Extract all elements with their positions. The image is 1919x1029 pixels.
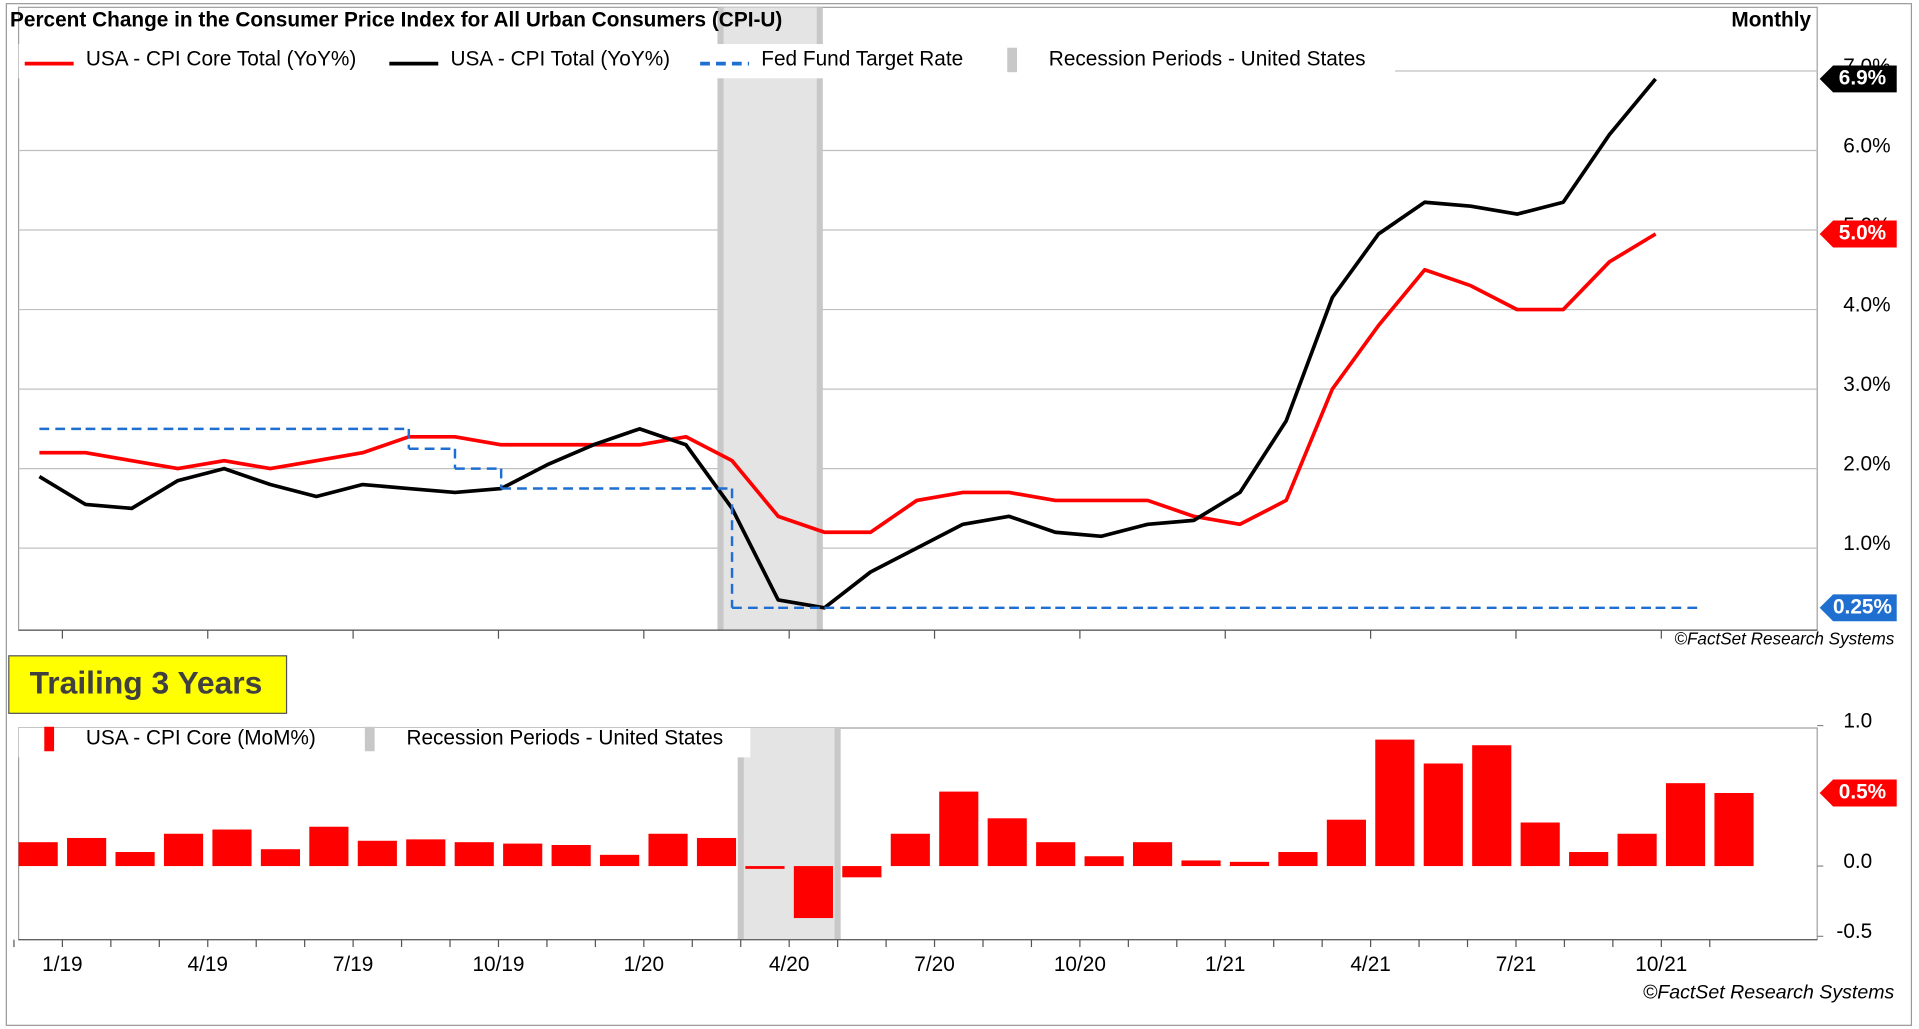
value-tag [1819,779,1897,807]
legend-label: Fed Fund Target Rate [761,47,963,70]
series-line [38,77,1657,610]
bar [842,866,882,878]
x-tick-label: 7/21 [1496,953,1536,976]
recession-band [720,7,820,631]
subtitle: Trailing 3 Years [30,665,263,701]
legend-label: USA - CPI Core (MoM%) [86,727,316,750]
bar [745,866,785,869]
bar [1617,833,1657,867]
x-tick-label: 1/21 [1205,953,1245,976]
bar [1132,842,1173,867]
value-tag-label: 5.0% [1839,222,1886,245]
y-tick-label: 1.0% [1843,532,1890,555]
legend-label: Recession Periods - United States [1049,47,1366,70]
x-tick-label: 1/20 [624,953,664,976]
y-tick-label: 6.0% [1843,134,1890,157]
bar [696,837,737,867]
legend-background [18,728,751,758]
legend-swatch [364,726,375,752]
foreground-layer: 1.0%2.0%3.0%4.0%5.0%6.0%7.0%USA - CPI Co… [13,44,1897,976]
value-tag [1819,220,1897,248]
bar [18,842,58,867]
bar [406,839,446,867]
bar [357,840,397,867]
bar [1278,852,1318,867]
bar [1326,819,1366,867]
value-tag [1819,594,1897,622]
legend-background [18,44,1396,79]
x-tick-label: 4/19 [188,953,228,976]
bar [1569,852,1609,867]
value-tag-label: 0.25% [1833,595,1892,618]
x-tick-label: 7/20 [914,953,954,976]
bar [503,843,543,867]
legend-label: Recession Periods - United States [406,727,723,750]
bar [1181,860,1221,867]
bar [890,833,930,867]
bar [1472,745,1512,867]
bar [1423,763,1463,867]
bar [987,818,1027,867]
subtitle-box [8,655,288,714]
bar [67,837,107,867]
legend-swatch [1007,47,1018,73]
x-tick-label: 1/19 [42,953,82,976]
value-tag-label: 6.9% [1839,66,1886,89]
x-tick-label: 4/21 [1350,953,1390,976]
x-tick-label: 7/19 [333,953,373,976]
value-tag [1819,65,1897,93]
bar [1520,822,1560,867]
frame [5,3,1913,1026]
bar [1036,842,1076,867]
y-tick-label: 1.0 [1843,709,1872,732]
bar [648,833,688,867]
source: ©FactSet Research Systems [1643,982,1895,1004]
y-tick-label: 3.0% [1843,373,1890,396]
bar [551,844,591,867]
bar [1714,793,1754,867]
bar [600,854,640,867]
bar [163,833,204,867]
bar [115,852,155,867]
legend-swatch [44,726,55,752]
bar [309,826,349,867]
chart-title: Percent Change in the Consumer Price Ind… [10,8,782,31]
x-tick-label: 4/20 [769,953,809,976]
bar [454,842,494,867]
series-line [39,232,1657,535]
bar [260,849,301,867]
value-tag-label: 0.5% [1839,781,1886,804]
bar [1665,783,1706,867]
y-tick-label: 2.0% [1843,452,1890,475]
x-tick-label: 10/19 [472,953,524,976]
bar [939,791,979,867]
bar [793,866,833,919]
bar [1375,739,1415,867]
bar [1084,856,1124,867]
legend-label: USA - CPI Core Total (YoY%) [86,47,356,70]
x-tick-label: 10/20 [1054,953,1106,976]
y-tick-label: 4.0% [1843,293,1890,316]
x-tick-label: 10/21 [1635,953,1687,976]
bar [212,829,252,867]
period-label: Monthly [1731,8,1811,31]
bar [1229,861,1270,867]
y-tick-label: -0.5 [1836,920,1872,943]
y-tick-label: 0.0 [1843,850,1872,873]
source: ©FactSet Research Systems [1674,629,1894,648]
legend-label: USA - CPI Total (YoY%) [451,47,671,70]
